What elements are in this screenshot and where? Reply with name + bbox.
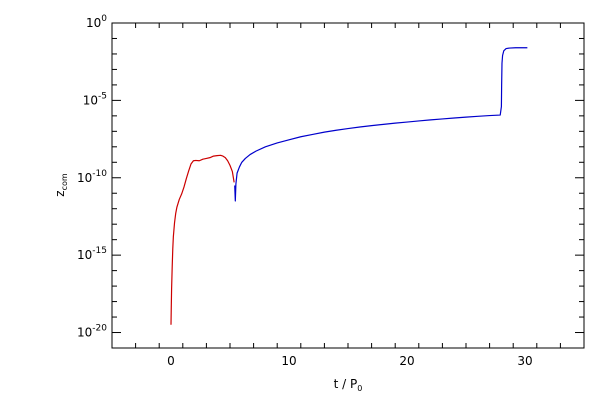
y-tick-label: 10-10 — [77, 169, 107, 185]
x-axis-label: t / P0 — [334, 377, 363, 393]
data-series — [170, 47, 528, 325]
y-tick-label: 10-5 — [83, 91, 107, 107]
series-line-2 — [234, 47, 528, 202]
x-tick-label: 0 — [167, 354, 175, 368]
y-tick-label: 10-20 — [77, 324, 107, 340]
y-tick-label: 100 — [86, 14, 107, 30]
y-axis-label: zcom — [53, 173, 69, 197]
axis-ticks — [111, 22, 585, 349]
series-line-1 — [170, 154, 235, 325]
x-tick-label: 30 — [517, 354, 532, 368]
tick-labels: 0 10 20 30 100 10-5 10-10 10-15 10-20 — [77, 14, 533, 368]
y-tick-label: 10-15 — [77, 246, 107, 262]
plot-frame — [111, 22, 585, 349]
x-tick-label: 20 — [399, 354, 414, 368]
x-tick-label: 10 — [281, 354, 296, 368]
